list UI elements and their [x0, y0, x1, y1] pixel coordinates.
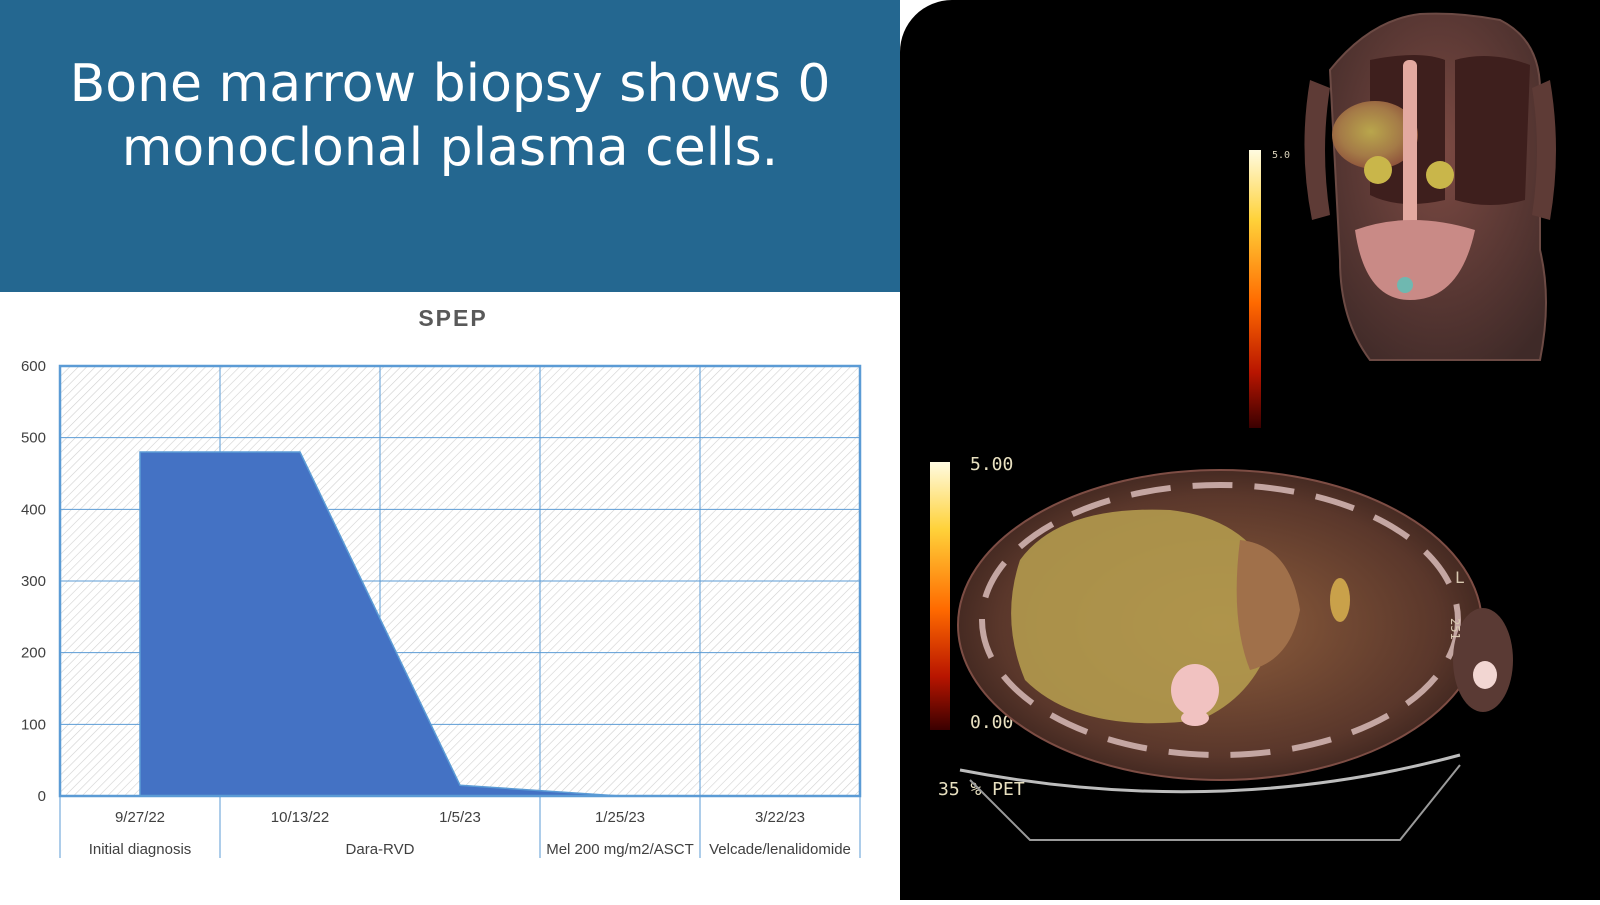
axial-color-scale — [930, 462, 950, 730]
y-tick-label: 500 — [21, 430, 46, 447]
coronal-right-arm — [1532, 80, 1556, 220]
axial-scan: 5.00 0.00 35 % PET L 251 — [930, 454, 1513, 841]
coronal-scale-max: 5.0 — [1272, 150, 1290, 161]
plot-frame — [58, 364, 862, 798]
x-group-label: Initial diagnosis — [89, 841, 192, 858]
x-group-label: Velcade/lenalidomide — [709, 841, 851, 858]
axial-ribs — [979, 482, 1461, 758]
y-tick-label: 600 — [21, 358, 46, 375]
coronal-pelvis — [1355, 220, 1475, 300]
axial-side-marker: L — [1455, 568, 1465, 587]
y-tick-label: 400 — [21, 501, 46, 518]
y-tick-label: 300 — [21, 573, 46, 590]
x-tick-label: 3/22/23 — [755, 809, 805, 826]
x-tick-label: 1/25/23 — [595, 809, 645, 826]
axial-colon-uptake — [1330, 578, 1350, 622]
y-tick-label: 100 — [21, 716, 46, 733]
x-group-label: Mel 200 mg/m2/ASCT — [546, 841, 694, 858]
coronal-right-lung — [1455, 56, 1530, 205]
chart-panel: SPEP 0 100 200 300 400 500 600 9/27/22 10/13/22… — [0, 292, 900, 900]
scanner-table-base — [969, 764, 1461, 841]
x-axis-ticks: 9/27/22 10/13/22 1/5/23 1/25/23 3/22/23 — [115, 809, 805, 826]
pet-ct-images: 5.0 5.00 0.00 35 % PET — [930, 12, 1556, 841]
y-axis-ticks: 0 100 200 300 400 500 600 — [21, 358, 46, 805]
axial-humerus — [1473, 661, 1497, 689]
coronal-scan: 5.0 — [1249, 12, 1556, 428]
axial-scale-min: 0.00 — [970, 712, 1013, 733]
coronal-left-arm — [1304, 80, 1330, 220]
pet-ct-panel: 5.0 5.00 0.00 35 % PET — [900, 0, 1600, 900]
coronal-right-kidney — [1426, 161, 1454, 189]
area-series — [139, 451, 780, 797]
x-tick-label: 10/13/22 — [271, 809, 329, 826]
axial-liver — [1011, 509, 1280, 724]
coronal-liver — [1332, 101, 1418, 169]
spep-chart: SPEP 0 100 200 300 400 500 600 9/27/22 10/13/22… — [21, 305, 862, 858]
slide-title: Bone marrow biopsy shows 0 monoclonal pl… — [69, 54, 831, 178]
coronal-bladder — [1397, 277, 1413, 293]
title-panel: Bone marrow biopsy shows 0 monoclonal pl… — [0, 0, 900, 292]
y-tick-label: 200 — [21, 645, 46, 662]
axial-caption: 35 % PET — [938, 779, 1025, 800]
x-group-label: Dara-RVD — [346, 841, 415, 858]
x-axis-groups: Initial diagnosis Dara-RVD Mel 200 mg/m2/A… — [59, 796, 861, 858]
chart-title: SPEP — [418, 305, 487, 331]
axial-spinous-process — [1181, 710, 1209, 726]
plot-border — [58, 364, 862, 798]
coronal-spine — [1403, 60, 1417, 260]
coronal-color-scale — [1249, 150, 1261, 428]
x-tick-label: 1/5/23 — [439, 809, 481, 826]
y-tick-label: 0 — [38, 788, 46, 805]
scanner-table-top — [959, 753, 1461, 794]
axial-arm — [1453, 608, 1513, 712]
spep-area — [139, 451, 780, 797]
axial-stomach — [1236, 540, 1300, 670]
x-tick-label: 9/27/22 — [115, 809, 165, 826]
axial-scale-max: 5.00 — [970, 454, 1013, 475]
axial-vertebra — [1171, 664, 1219, 716]
axial-side-number: 251 — [1448, 618, 1462, 640]
coronal-left-kidney — [1364, 156, 1392, 184]
